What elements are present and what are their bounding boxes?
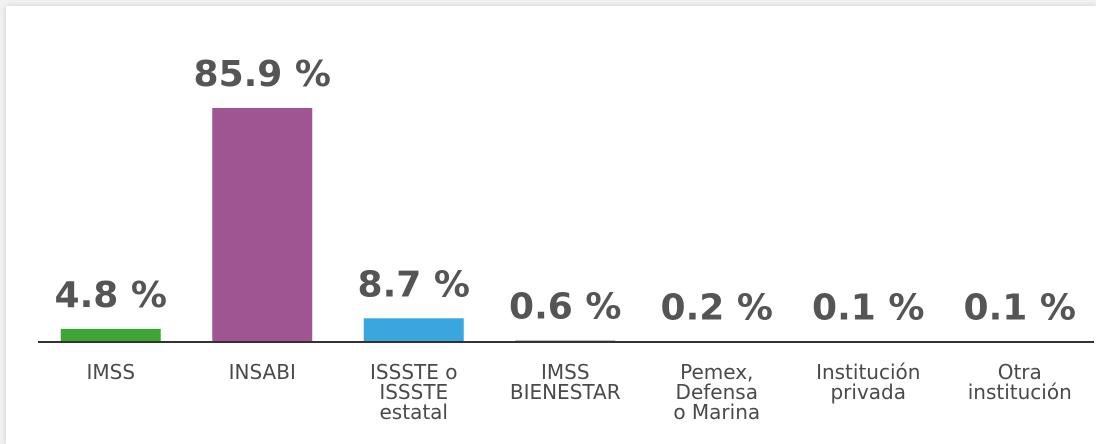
chart-panel	[6, 6, 1096, 444]
value-label: 0.1 %	[964, 288, 1076, 329]
bar	[363, 318, 464, 342]
value-label: 0.1 %	[812, 288, 924, 329]
x-tick-label: INSABI	[228, 360, 296, 384]
x-tick-label: IMSS	[86, 360, 136, 384]
x-tick-label: Pemex, Defensa o Marina	[673, 360, 761, 424]
value-label: 8.7 %	[358, 264, 470, 305]
value-label: 4.8 %	[55, 275, 167, 316]
x-tick-label: Otra institución	[967, 360, 1072, 404]
value-label: 85.9 %	[194, 54, 331, 95]
bar	[212, 108, 313, 342]
bar	[60, 328, 161, 342]
value-label: 0.2 %	[661, 287, 773, 328]
value-label: 0.6 %	[509, 286, 621, 327]
x-tick-label: ISSSTE o ISSSTE estatal	[370, 360, 458, 424]
x-tick-label: IMSS BIENESTAR	[509, 360, 621, 404]
x-tick-label: Institución privada	[816, 360, 921, 404]
